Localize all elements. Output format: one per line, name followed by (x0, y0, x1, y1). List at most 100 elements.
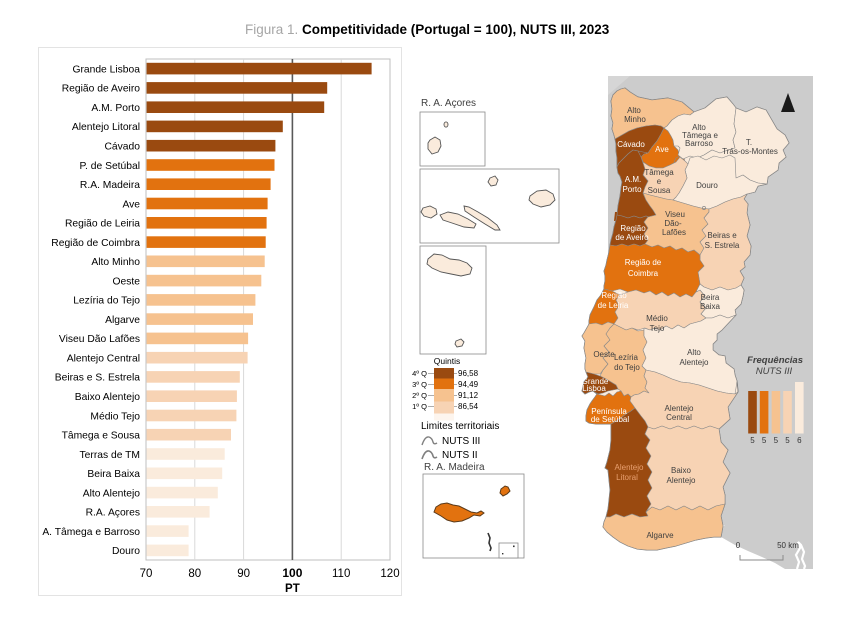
svg-text:A.M. Porto: A.M. Porto (91, 103, 140, 114)
svg-text:Barroso: Barroso (685, 139, 714, 148)
svg-text:Cávado: Cávado (617, 140, 645, 149)
svg-text:R.A. Madeira: R.A. Madeira (80, 180, 140, 191)
svg-text:Beira Baixa: Beira Baixa (87, 469, 140, 480)
svg-text:R. A. Madeira: R. A. Madeira (424, 462, 485, 473)
svg-text:Ave: Ave (122, 199, 140, 210)
svg-text:Baixa: Baixa (700, 302, 721, 311)
svg-text:do Tejo: do Tejo (614, 363, 640, 372)
svg-text:de Aveiro: de Aveiro (615, 233, 649, 242)
svg-text:NUTS II: NUTS II (442, 450, 478, 461)
svg-text:S. Estrela: S. Estrela (705, 241, 740, 250)
svg-text:Central: Central (666, 413, 692, 422)
svg-text:6: 6 (797, 436, 802, 445)
svg-text:4º Q: 4º Q (412, 369, 427, 378)
svg-text:NUTS III: NUTS III (756, 366, 793, 377)
svg-text:Ave: Ave (655, 145, 669, 154)
svg-text:2º Q: 2º Q (412, 391, 427, 400)
svg-text:Cávado: Cávado (105, 142, 141, 153)
svg-text:Dão-: Dão- (664, 219, 682, 228)
svg-text:de Setúbal: de Setúbal (591, 415, 629, 424)
svg-text:e: e (657, 177, 662, 186)
svg-text:110: 110 (332, 568, 350, 580)
svg-text:91,12: 91,12 (458, 391, 479, 400)
svg-text:Minho: Minho (624, 115, 646, 124)
svg-text:Península: Península (591, 407, 627, 416)
svg-text:Alentejo: Alentejo (665, 404, 694, 413)
svg-text:100: 100 (282, 566, 302, 580)
svg-text:Tâmega: Tâmega (644, 168, 674, 177)
svg-text:Lezíria: Lezíria (614, 353, 639, 362)
svg-text:Alto Minho: Alto Minho (91, 257, 140, 268)
svg-text:Algarve: Algarve (105, 315, 140, 326)
svg-text:Tâmega e Sousa: Tâmega e Sousa (62, 431, 141, 442)
svg-text:96,58: 96,58 (458, 369, 479, 378)
svg-text:90: 90 (237, 568, 250, 580)
svg-text:Terras de TM: Terras de TM (80, 450, 140, 461)
svg-text:Região: Região (601, 291, 627, 300)
svg-text:Alentejo: Alentejo (680, 358, 709, 367)
svg-text:Médio Tejo: Médio Tejo (90, 411, 140, 422)
svg-text:70: 70 (140, 568, 153, 580)
svg-text:Região de Coimbra: Região de Coimbra (51, 238, 140, 249)
svg-text:3º Q: 3º Q (412, 380, 427, 389)
svg-text:Região: Região (620, 224, 646, 233)
svg-text:PT: PT (285, 583, 300, 595)
svg-text:Oeste: Oeste (113, 276, 141, 287)
svg-text:Algarve: Algarve (646, 531, 674, 540)
svg-text:94,49: 94,49 (458, 380, 479, 389)
svg-text:Tâmega e: Tâmega e (682, 131, 719, 140)
svg-text:Lafões: Lafões (662, 228, 686, 237)
svg-text:120: 120 (380, 568, 399, 580)
svg-text:Oeste: Oeste (593, 350, 615, 359)
svg-text:1º Q: 1º Q (412, 402, 427, 411)
svg-text:5: 5 (750, 436, 755, 445)
svg-text:Beiras e S. Estrela: Beiras e S. Estrela (55, 373, 141, 384)
svg-text:de Leiria: de Leiria (598, 301, 629, 310)
svg-text:Frequências: Frequências (747, 355, 803, 366)
svg-text:Grande: Grande (582, 377, 609, 386)
svg-text:Alto: Alto (627, 106, 641, 115)
svg-text:Viseu Dão Lafões: Viseu Dão Lafões (59, 334, 140, 345)
svg-text:Região de: Região de (625, 258, 662, 267)
svg-text:Médio: Médio (646, 314, 668, 323)
svg-text:R. A. Açores: R. A. Açores (421, 98, 476, 109)
svg-text:R.A. Açores: R.A. Açores (86, 508, 140, 519)
svg-text:Alto: Alto (687, 348, 701, 357)
svg-text:Alentejo Litoral: Alentejo Litoral (72, 122, 140, 133)
svg-text:Lisboa: Lisboa (582, 384, 606, 393)
svg-text:0: 0 (736, 541, 741, 550)
svg-text:Tejo: Tejo (650, 324, 665, 333)
svg-text:T.: T. (746, 138, 752, 147)
svg-text:5: 5 (774, 436, 779, 445)
svg-text:Baixo: Baixo (671, 466, 692, 475)
svg-text:Região de Aveiro: Região de Aveiro (62, 84, 141, 95)
svg-text:Alentejo: Alentejo (615, 463, 644, 472)
svg-text:A.M.: A.M. (625, 175, 641, 184)
svg-text:Litoral: Litoral (616, 473, 638, 482)
svg-text:Porto: Porto (622, 185, 642, 194)
svg-text:Alentejo: Alentejo (667, 476, 696, 485)
svg-text:Beiras e: Beiras e (707, 231, 737, 240)
svg-text:5: 5 (785, 436, 790, 445)
svg-text:Alentejo Central: Alentejo Central (67, 354, 140, 365)
svg-text:Alto Alentejo: Alto Alentejo (83, 488, 141, 499)
svg-text:50 km: 50 km (777, 541, 799, 550)
svg-text:80: 80 (188, 568, 201, 580)
svg-text:86,54: 86,54 (458, 402, 479, 411)
svg-text:Douro: Douro (696, 181, 718, 190)
svg-text:Coimbra: Coimbra (628, 269, 659, 278)
svg-text:Quintis: Quintis (434, 356, 460, 366)
svg-text:Trás-os-Montes: Trás-os-Montes (722, 147, 778, 156)
svg-text:Lezíria do Tejo: Lezíria do Tejo (73, 296, 140, 307)
svg-text:Beira: Beira (701, 293, 720, 302)
svg-text:NUTS III: NUTS III (442, 436, 480, 447)
svg-text:A. Tâmega e Barroso: A. Tâmega e Barroso (42, 527, 140, 538)
svg-text:P. de Setúbal: P. de Setúbal (80, 161, 141, 172)
svg-text:Limites territoriais: Limites territoriais (421, 421, 499, 432)
svg-text:5: 5 (762, 436, 767, 445)
svg-text:Viseu: Viseu (665, 210, 685, 219)
svg-text:Grande Lisboa: Grande Lisboa (72, 64, 140, 75)
svg-text:Alto: Alto (692, 123, 706, 132)
svg-text:Baixo Alentejo: Baixo Alentejo (75, 392, 141, 403)
svg-text:Sousa: Sousa (648, 186, 671, 195)
